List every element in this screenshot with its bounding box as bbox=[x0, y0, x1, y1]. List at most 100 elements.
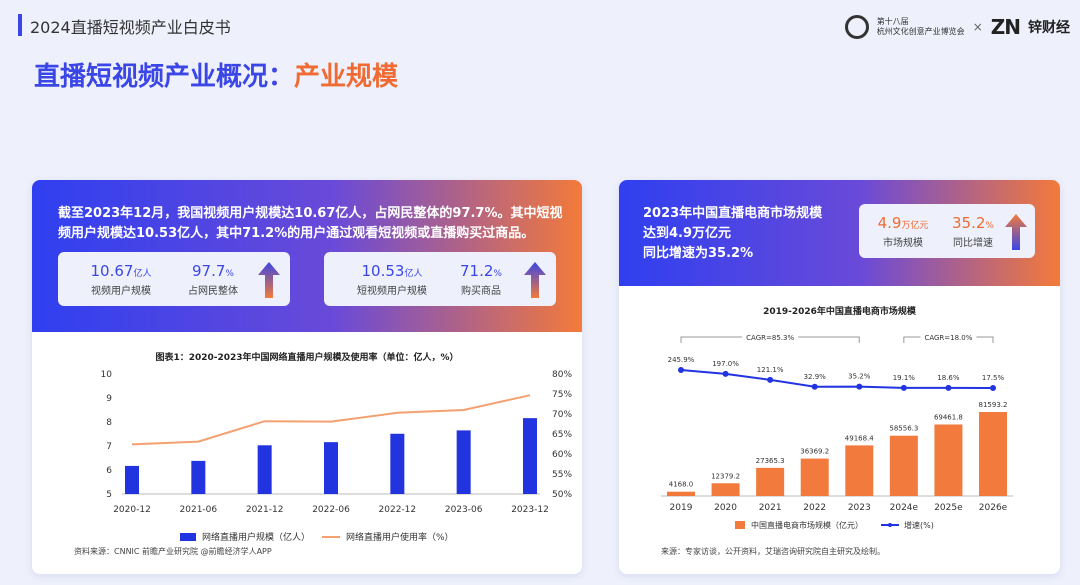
bar bbox=[523, 418, 537, 494]
stat-value: 71.2 bbox=[460, 262, 494, 280]
growth-rate-label: 197.0% bbox=[712, 360, 739, 368]
bar-value-label: 4168.0 bbox=[669, 481, 694, 489]
growth-rate-stat: 35.2% 同比增速 bbox=[943, 214, 1003, 249]
stat-label: 占网民整体 bbox=[188, 286, 238, 297]
growth-rate-label: 121.1% bbox=[757, 366, 784, 374]
bar bbox=[756, 467, 785, 496]
growth-rate-label: 35.2% bbox=[848, 373, 871, 381]
growth-rate-label: 32.9% bbox=[804, 373, 827, 381]
headline-line: 达到4.9万亿元 bbox=[643, 226, 732, 241]
bar-value-label: 12379.2 bbox=[711, 472, 740, 480]
x-tick-label: 2021-12 bbox=[246, 505, 284, 515]
bar bbox=[800, 458, 829, 496]
y-left-tick-label: 7 bbox=[106, 442, 112, 452]
stat-value: 4.9 bbox=[877, 214, 902, 232]
legend-label: 中国直播电商市场规模（亿元） bbox=[751, 520, 863, 530]
growth-rate-point bbox=[811, 383, 818, 390]
growth-rate-point bbox=[856, 383, 863, 390]
up-arrow-icon bbox=[524, 262, 546, 298]
headline-line: 同比增速为35.2% bbox=[643, 246, 754, 261]
stat-label: 市场规模 bbox=[883, 238, 923, 249]
x-tick-label: 2024e bbox=[890, 503, 919, 513]
legend-swatch-growth-dot bbox=[888, 523, 892, 527]
right-card-source: 来源：专家访谈，公开资料，艾瑞咨询研究院自主研究及绘制。 bbox=[661, 547, 885, 556]
stat-value: 10.67 bbox=[90, 262, 134, 280]
cagr-label: CAGR=85.3% bbox=[746, 334, 794, 342]
right-card-header: 2023年中国直播电商市场规模 达到4.9万亿元 同比增速为35.2% 4.9万… bbox=[619, 180, 1060, 286]
legend-swatch-users bbox=[180, 533, 196, 541]
bar bbox=[845, 445, 874, 496]
x-tick-label: 2021-06 bbox=[180, 505, 218, 515]
right-card: 2023年中国直播电商市场规模 达到4.9万亿元 同比增速为35.2% 4.9万… bbox=[619, 180, 1060, 574]
cagr-label-bg bbox=[920, 331, 977, 343]
bar-value-label: 36369.2 bbox=[800, 448, 829, 456]
growth-rate-point bbox=[990, 385, 996, 391]
growth-rate-label: 17.5% bbox=[982, 374, 1005, 382]
purchase-share-stat: 71.2% 购买商品 bbox=[448, 262, 514, 297]
bar bbox=[711, 483, 740, 496]
y-right-tick-label: 70% bbox=[552, 410, 572, 420]
legend-label: 增速(%) bbox=[904, 520, 934, 530]
bar bbox=[257, 445, 272, 494]
bar-value-label: 58556.3 bbox=[889, 425, 918, 433]
y-right-tick-label: 65% bbox=[552, 430, 572, 440]
left-card-source: 资料来源：CNNIC 前瞻产业研究院 @前瞻经济学人APP bbox=[74, 547, 272, 556]
stat-value: 97.7 bbox=[192, 262, 226, 280]
bar-value-label: 69461.8 bbox=[934, 413, 963, 421]
usage-rate-line bbox=[131, 394, 531, 446]
ecommerce-market-chart: CAGR=85.3% CAGR=18.0% 4168.0 2019 12379.2 202… bbox=[661, 331, 1013, 530]
cagr-label: CAGR=18.0% bbox=[924, 334, 972, 342]
growth-rate-point bbox=[678, 367, 684, 373]
legend-label: 网络直播用户使用率（%） bbox=[346, 531, 454, 543]
live-users-chart: 5 6 7 8 9 10 50% 55% 60% 65% 70% 75% 80% 2020-12 2021-… bbox=[101, 370, 573, 543]
partner-logos: 第十八届 杭州文化创意产业博览会 × ZN 锌财经 bbox=[844, 12, 1070, 42]
stat-unit: % bbox=[225, 269, 234, 279]
y-left-tick-label: 9 bbox=[106, 394, 112, 404]
right-card-headline: 2023年中国直播电商市场规模 达到4.9万亿元 同比增速为35.2% bbox=[643, 204, 843, 264]
bar bbox=[979, 412, 1007, 496]
zn-logo-text: 锌财经 bbox=[1028, 20, 1070, 36]
logo-separator: × bbox=[972, 20, 983, 34]
page-title-main: 直播短视频产业概况： bbox=[34, 62, 295, 92]
title-marker bbox=[18, 14, 22, 36]
growth-rate-point bbox=[900, 384, 907, 391]
bar bbox=[390, 433, 405, 494]
growth-rate-point bbox=[722, 370, 729, 377]
chart1-title: 图表1：2020-2023年中国网络直播用户规模及使用率（单位：亿人，%） bbox=[155, 353, 459, 363]
y-left-tick-label: 10 bbox=[101, 370, 113, 380]
stat-unit: 万亿元 bbox=[901, 221, 929, 231]
bar bbox=[667, 491, 695, 496]
expo-logo-icon bbox=[844, 15, 869, 39]
growth-rate-point bbox=[767, 376, 774, 383]
growth-rate-label: 245.9% bbox=[668, 356, 695, 364]
left-card-header: 截至2023年12月，我国视频用户规模达10.67亿人，占网民整体的97.7%。… bbox=[32, 180, 582, 332]
x-tick-label: 2020-12 bbox=[113, 505, 151, 515]
short-video-stat-box: 10.53亿人 短视频用户规模 71.2% 购买商品 bbox=[324, 252, 556, 306]
short-video-users-stat: 10.53亿人 短视频用户规模 bbox=[342, 262, 442, 297]
headline-line: 2023年中国直播电商市场规模 bbox=[643, 206, 823, 221]
document-title: 2024直播短视频产业白皮书 bbox=[30, 18, 231, 37]
stat-label: 视频用户规模 bbox=[91, 286, 151, 297]
left-card: 截至2023年12月，我国视频用户规模达10.67亿人，占网民整体的97.7%。… bbox=[32, 180, 582, 574]
page-title-accent: 产业规模 bbox=[294, 62, 399, 92]
up-arrow-icon bbox=[1005, 214, 1027, 250]
y-right-tick-label: 75% bbox=[552, 390, 572, 400]
market-stat-box: 4.9万亿元 市场规模 35.2% 同比增速 bbox=[859, 204, 1035, 258]
x-tick-label: 2023-12 bbox=[511, 505, 549, 515]
x-tick-label: 2022 bbox=[803, 503, 826, 513]
y-left-tick-label: 6 bbox=[106, 466, 112, 476]
y-right-tick-label: 80% bbox=[552, 370, 572, 380]
stat-unit: 亿人 bbox=[404, 269, 423, 279]
stat-value: 10.53 bbox=[361, 262, 405, 280]
y-right-tick-label: 55% bbox=[552, 470, 572, 480]
zn-logo-mark: ZN bbox=[990, 15, 1021, 39]
y-right-tick-label: 50% bbox=[552, 490, 572, 500]
y-left-tick-label: 5 bbox=[106, 490, 112, 500]
x-tick-label: 2019 bbox=[670, 503, 693, 513]
bar bbox=[191, 460, 206, 494]
x-tick-label: 2026e bbox=[979, 503, 1008, 513]
x-tick-label: 2023-06 bbox=[445, 505, 483, 515]
cagr-label-bg bbox=[742, 331, 799, 343]
bar bbox=[456, 430, 471, 494]
chart2-title: 2019-2026年中国直播电商市场规模 bbox=[763, 307, 916, 317]
